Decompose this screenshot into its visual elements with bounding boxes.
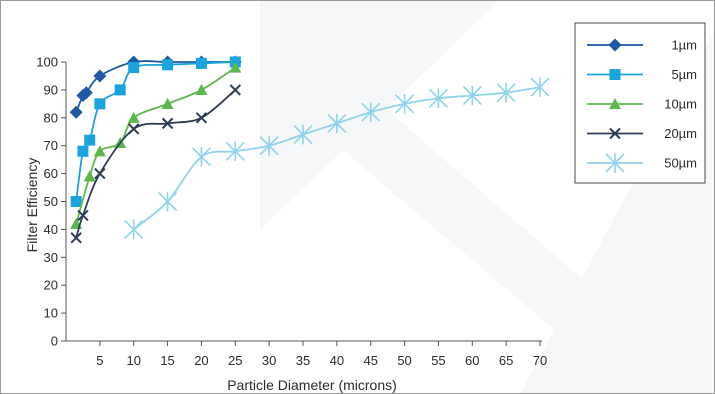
- x-tick-label: 10: [126, 353, 140, 368]
- y-tick-label: 100: [36, 55, 58, 70]
- data-point-10m: [83, 170, 96, 182]
- x-tick-label: 35: [296, 353, 310, 368]
- y-tick-label: 0: [51, 334, 58, 349]
- data-point-20m: [77, 209, 89, 222]
- data-point-5m: [84, 134, 96, 146]
- x-tick-label: 60: [465, 353, 479, 368]
- legend: 1µm 5µm 10µm 20µm 50µm: [574, 22, 706, 184]
- data-point-20m: [161, 117, 174, 130]
- legend-item-1m: 1µm: [587, 38, 697, 53]
- y-tick-label: 90: [44, 82, 58, 97]
- legend-item-20m: 20µm: [587, 126, 697, 141]
- legend-label: 5µm: [671, 67, 697, 82]
- legend-item-50m: 50µm: [587, 153, 697, 173]
- x-tick-label: 70: [533, 353, 547, 368]
- data-point-20m: [195, 112, 208, 124]
- data-point-50m: [462, 85, 482, 106]
- data-point-5m: [94, 98, 106, 110]
- x-tick-label: 45: [363, 353, 377, 368]
- data-point-1m: [93, 69, 107, 83]
- x-tick-label: 55: [431, 353, 445, 368]
- legend-label: 50µm: [664, 156, 697, 171]
- data-point-10m: [93, 145, 106, 157]
- axes: 0 10 20 30 40 50 60 70 80 90 100 5 10 15 20 25 30 35 40 45 5…: [36, 55, 547, 369]
- data-point-50m: [191, 146, 211, 167]
- y-tick-label: 50: [44, 194, 58, 209]
- data-point-1m: [69, 105, 83, 119]
- data-point-50m: [327, 113, 347, 134]
- data-point-20m: [229, 84, 241, 96]
- data-point-20m: [94, 167, 106, 180]
- data-point-50m: [428, 88, 448, 109]
- x-tick-label: 50: [397, 353, 411, 368]
- legend-label: 1µm: [671, 38, 697, 53]
- legend-marker-5m: [609, 69, 621, 80]
- data-point-20m: [128, 123, 140, 135]
- legend-marker-20m: [609, 127, 621, 140]
- data-point-50m: [225, 141, 245, 162]
- series-layer: [69, 55, 550, 244]
- x-tick-label: 30: [262, 353, 276, 368]
- data-point-5m: [128, 62, 140, 74]
- y-tick-label: 20: [44, 278, 58, 293]
- x-tick-label: 5: [96, 353, 103, 368]
- data-point-20m: [70, 232, 82, 244]
- data-point-10m: [127, 111, 140, 123]
- legend-marker-50m: [605, 153, 625, 173]
- y-tick-label: 10: [44, 306, 58, 321]
- data-point-50m: [158, 191, 178, 212]
- legend-marker-10m: [609, 98, 621, 110]
- x-tick-label: 20: [194, 353, 208, 368]
- legend-item-10m: 10µm: [587, 97, 697, 112]
- y-tick-label: 30: [44, 250, 58, 265]
- y-tick-label: 80: [44, 110, 58, 125]
- data-point-5m: [195, 57, 207, 69]
- y-tick-label: 70: [44, 138, 58, 153]
- data-point-50m: [259, 135, 279, 156]
- data-point-50m: [395, 93, 415, 114]
- data-point-10m: [161, 97, 174, 109]
- legend-label: 20µm: [664, 126, 697, 141]
- data-point-5m: [70, 196, 82, 207]
- y-tick-label: 40: [44, 222, 58, 237]
- data-point-10m: [229, 61, 242, 73]
- data-point-50m: [530, 77, 550, 98]
- data-point-5m: [162, 59, 174, 71]
- legend-label: 10µm: [664, 97, 697, 112]
- y-tick-label: 60: [44, 166, 58, 181]
- series-50m: [124, 77, 550, 240]
- data-point-5m: [77, 145, 89, 157]
- legend-item-5m: 5µm: [587, 67, 697, 82]
- x-tick-label: 40: [330, 353, 344, 368]
- legend-box: [574, 22, 706, 184]
- data-point-50m: [361, 102, 381, 123]
- data-point-5m: [114, 84, 126, 96]
- data-point-1m: [79, 86, 93, 100]
- y-axis-title: Filter Efficiency: [24, 158, 40, 253]
- x-axis-title: Particle Diameter (microns): [227, 377, 397, 393]
- x-tick-label: 25: [228, 353, 242, 368]
- x-tick-label: 65: [499, 353, 513, 368]
- data-point-10m: [195, 83, 208, 95]
- series-20m: [70, 84, 241, 244]
- legend-marker-1m: [608, 38, 622, 52]
- data-point-50m: [124, 219, 144, 240]
- data-point-50m: [293, 124, 313, 145]
- data-point-50m: [496, 82, 516, 103]
- x-tick-label: 15: [160, 353, 174, 368]
